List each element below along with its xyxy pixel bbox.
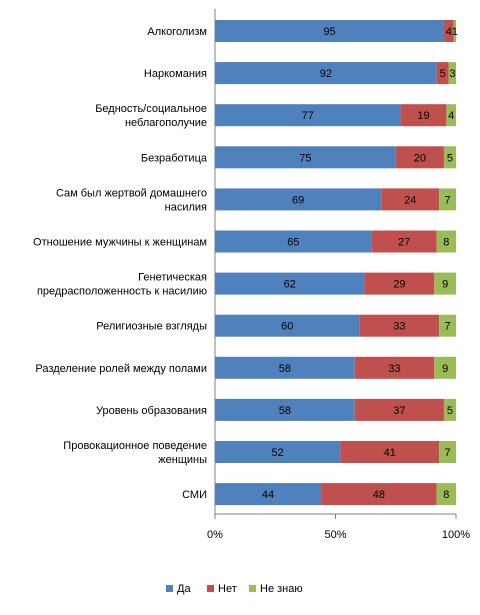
data-label: 4 — [448, 110, 454, 122]
bar-segment-yes — [215, 441, 341, 463]
bar-segment-no — [359, 314, 440, 337]
legend: Да Нет Не знаю — [166, 583, 303, 595]
bar-segment-yes — [215, 146, 396, 169]
data-label: 8 — [443, 489, 449, 501]
bar-segment-dont-know — [446, 104, 456, 127]
category-label: Генетическая предрасположенность к насили… — [37, 272, 207, 298]
data-label: 95 — [323, 26, 335, 38]
data-label: 9 — [442, 363, 448, 375]
bar-segment-yes — [215, 272, 365, 295]
legend-label: Да — [177, 583, 191, 595]
data-label: 4 — [446, 26, 452, 38]
bar-segment-yes — [215, 104, 401, 127]
data-label: 60 — [281, 321, 293, 333]
legend-swatch — [207, 585, 214, 592]
data-label: 62 — [284, 279, 296, 291]
bar-segment-dont-know — [434, 272, 456, 295]
bar-segment-yes — [215, 230, 372, 253]
bar-segment-dont-know — [443, 398, 456, 421]
category-label: Уровень образования — [96, 405, 207, 417]
bar-segment-yes — [215, 483, 322, 506]
data-label: 75 — [299, 152, 311, 164]
data-label: 92 — [320, 68, 332, 80]
legend-label: Не знаю — [260, 583, 303, 595]
data-label: 69 — [292, 194, 304, 206]
bar-segment-yes — [215, 398, 355, 421]
bar-segment-no — [436, 62, 449, 85]
bar-segment-yes — [215, 20, 444, 42]
bar-segment-dont-know — [448, 62, 456, 85]
category-label: Отношение мужчины к женщинам — [33, 237, 207, 249]
legend-swatch — [249, 585, 256, 592]
data-label: 58 — [279, 363, 291, 375]
data-label: 9 — [442, 279, 448, 291]
x-tick-label: 50% — [324, 529, 346, 541]
category-label: Наркомания — [144, 68, 207, 80]
bar-segment-yes — [215, 188, 382, 211]
bar-segment-no — [340, 441, 440, 463]
data-label: 7 — [445, 321, 451, 333]
category-labels: Алкоголизм Наркомания Бедность/социальное н… — [33, 26, 208, 501]
bar-segment-no — [321, 483, 437, 506]
data-label: 8 — [443, 237, 449, 249]
bar-segment-no — [443, 20, 454, 42]
legend-label: Нет — [218, 583, 237, 595]
bar-segment-no — [395, 146, 444, 169]
bar-segment-dont-know — [439, 314, 456, 337]
legend-swatch — [166, 585, 173, 592]
data-label: 5 — [447, 405, 453, 417]
bar-segment-no — [400, 104, 447, 127]
data-label: 29 — [393, 279, 405, 291]
data-label: 52 — [272, 447, 284, 459]
data-label: 77 — [302, 110, 314, 122]
category-label: СМИ — [182, 489, 207, 501]
category-label: Алкоголизм — [147, 26, 207, 38]
category-label: Религиозные взгляды — [96, 321, 207, 333]
x-tick-label: 0% — [207, 529, 223, 541]
bar-segment-dont-know — [439, 188, 456, 211]
category-label: Провокационное поведение женщины — [63, 440, 207, 466]
data-label: 48 — [373, 489, 385, 501]
category-label: Бедность/социальное неблагополучие — [95, 103, 207, 129]
data-label: 3 — [449, 68, 455, 80]
bar-segment-no — [354, 356, 435, 379]
bar-segment-yes — [215, 62, 437, 85]
data-label: 33 — [393, 321, 405, 333]
data-label: 27 — [398, 237, 410, 249]
bar-segment-no — [371, 230, 437, 253]
data-label: 24 — [404, 194, 416, 206]
category-label: Безработица — [141, 152, 208, 164]
data-label: 58 — [279, 405, 291, 417]
bar-segment-no — [364, 272, 435, 295]
category-label: Разделение ролей между полами — [35, 363, 207, 375]
data-label: 1 — [452, 26, 458, 38]
bar-segment-dont-know — [434, 356, 456, 379]
bar-segment-yes — [215, 314, 360, 337]
x-tick-label: 100% — [442, 529, 470, 541]
bar-segment-dont-know — [439, 441, 456, 463]
bars: 95 4 192 5 377 19 475 20 569 24 765 27 862 29 960 33 758… — [215, 20, 458, 506]
data-label: 7 — [445, 194, 451, 206]
data-label: 33 — [388, 363, 400, 375]
bar-segment-dont-know — [453, 20, 456, 42]
bar-segment-dont-know — [436, 230, 456, 253]
x-axis: 0% 50% 100% — [207, 9, 470, 541]
data-label: 44 — [262, 489, 274, 501]
bar-segment-dont-know — [436, 483, 456, 506]
data-label: 65 — [287, 237, 299, 249]
data-label: 20 — [414, 152, 426, 164]
bar-segment-yes — [215, 356, 355, 379]
data-label: 7 — [445, 447, 451, 459]
data-label: 19 — [417, 110, 429, 122]
bar-segment-dont-know — [443, 146, 456, 169]
data-label: 41 — [384, 447, 396, 459]
bar-segment-no — [354, 398, 444, 421]
data-label: 5 — [440, 68, 446, 80]
data-label: 37 — [393, 405, 405, 417]
bar-segment-no — [381, 188, 440, 211]
category-label: Сам был жертвой домашнего насилия — [56, 187, 207, 213]
data-label: 5 — [447, 152, 453, 164]
